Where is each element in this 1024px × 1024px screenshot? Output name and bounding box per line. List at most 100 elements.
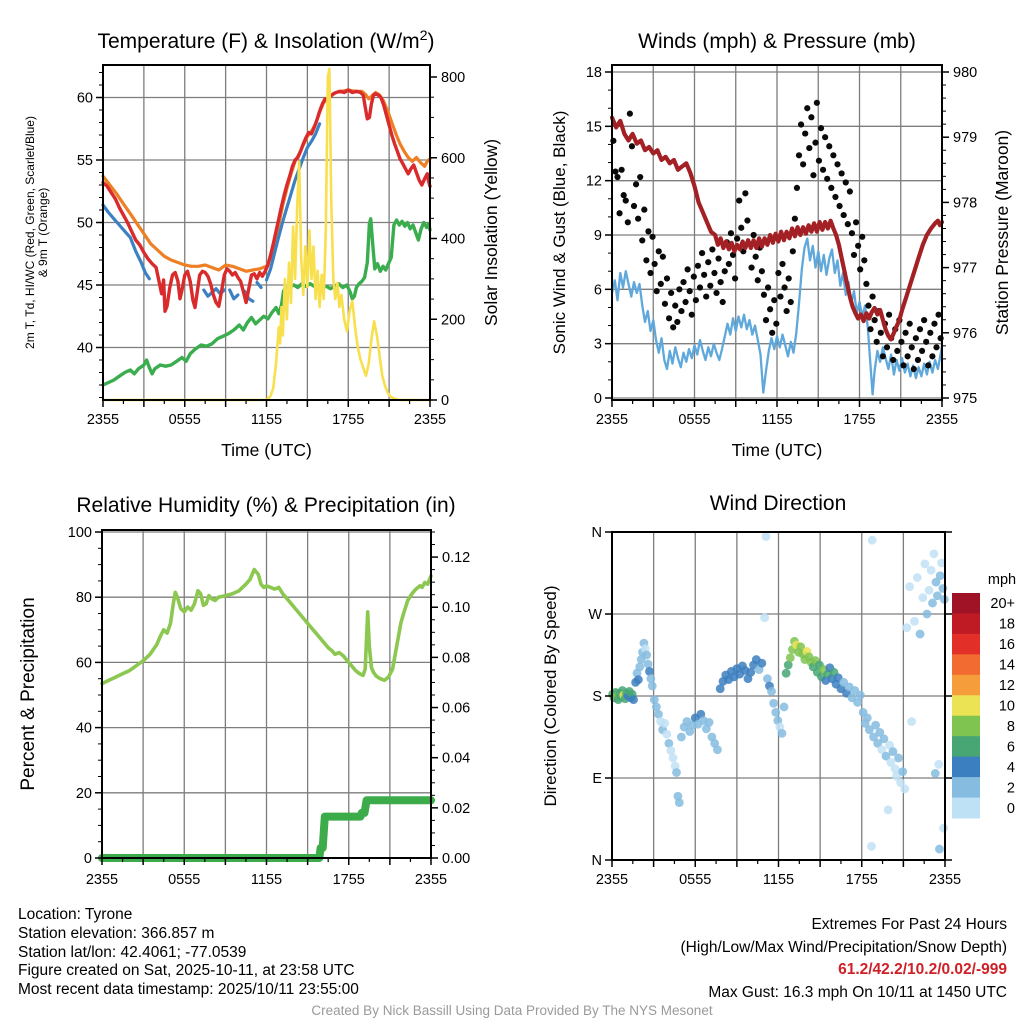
gust-dot [830, 152, 837, 159]
gust-dot [800, 161, 807, 168]
x-tick-label: 2355 [596, 412, 628, 428]
figure-created: Figure created on Sat, 2025-10-11, at 23… [18, 962, 355, 980]
gust-dot [643, 257, 650, 264]
gust-dot [622, 197, 629, 204]
gust-dot [696, 284, 704, 291]
y2-tick-label: 0.08 [442, 650, 470, 666]
wind-direction-dot [647, 681, 657, 691]
temperature-insolation-panel: 2355 0555 1155 1755 2355 40 45 50 55 60 0 200 400 600… [0, 0, 512, 475]
gust-dot [645, 228, 652, 235]
gust-dot [906, 320, 913, 327]
gust-dot [836, 202, 843, 210]
gust-dot [813, 99, 820, 106]
wind-direction-dot [898, 767, 908, 777]
wind-direction-dot [928, 598, 937, 608]
gust-dot [715, 255, 722, 262]
gust-dot [783, 307, 790, 315]
series-wind-chill-blue- [101, 122, 322, 303]
colorbar-cell [952, 695, 980, 717]
y-tick-label: 100 [68, 525, 92, 541]
series-sonic-wind-blue- [610, 237, 944, 396]
wind-direction-dot [867, 535, 877, 545]
wind-direction-dot [761, 532, 771, 541]
gust-dot [620, 192, 627, 199]
colorbar-tick-label: 10 [999, 699, 1015, 715]
gust-dot [787, 298, 794, 306]
wind-direction-dot [769, 698, 779, 708]
wind-direction-dot [930, 769, 940, 778]
colorbar-cell [952, 593, 980, 614]
wind-direction-dot [760, 613, 770, 623]
y2-tick-label: 980 [953, 65, 977, 81]
gust-dot [898, 338, 905, 345]
gust-dot [769, 329, 776, 336]
y-tick-label: 0 [594, 391, 602, 407]
gust-dot [694, 262, 702, 269]
x-tick-label: 2355 [926, 412, 958, 428]
y2-tick-label: 0.04 [442, 751, 470, 767]
wind-direction-dot [713, 745, 722, 755]
station-info: Location: Tyrone Station elevation: 366.… [18, 906, 359, 1000]
y-tick-label: 40 [77, 341, 93, 357]
x-tick-label: 1755 [843, 412, 875, 428]
gust-dot [614, 173, 621, 181]
colorbar-cell [952, 715, 980, 737]
y-tick-label: 40 [76, 721, 92, 737]
wind-direction-dot [912, 573, 922, 582]
y2-tick-label: 978 [953, 195, 977, 211]
gust-dot [736, 197, 743, 204]
wind-direction-dot [890, 764, 900, 774]
gust-dot [626, 110, 633, 117]
wind-direction-dot [910, 616, 919, 626]
wind-direction-dot [871, 720, 881, 730]
gust-dot [826, 143, 833, 150]
y2-tick-label: 0.10 [442, 600, 470, 616]
gust-dot [674, 318, 681, 326]
wind-direction-dot [781, 668, 791, 678]
gust-dot [804, 105, 811, 112]
gust-dot [686, 288, 693, 295]
wind-direction-dot [796, 642, 806, 652]
gust-dot [848, 230, 856, 237]
gust-dot [793, 184, 801, 192]
wind-direction-dot [649, 695, 659, 705]
gust-dot [815, 157, 823, 164]
gust-dot [890, 356, 897, 364]
gust-dot [842, 179, 849, 186]
colorbar-cell [952, 613, 980, 635]
colorbar-cell [952, 633, 980, 655]
gust-dot [678, 307, 685, 315]
y2-tick-label: 600 [441, 151, 465, 167]
y2-tick-label: 976 [953, 326, 977, 342]
wind-direction-dot [779, 702, 789, 712]
series-2m-temperature-red- [101, 88, 432, 313]
wind-direction-dot [674, 798, 684, 807]
y-tick-label: 15 [586, 119, 602, 135]
gust-dot [935, 311, 942, 318]
gust-dot [713, 289, 720, 297]
station-latlon: Station lat/lon: 42.4061; -77.0539 [18, 943, 247, 961]
wind-direction-dot [642, 650, 652, 660]
wind-direction-dot [929, 549, 939, 559]
y2-axis-label: Solar Insolation (Yellow) [481, 139, 501, 326]
x-tick-label: 2355 [929, 872, 961, 888]
gust-dot [682, 298, 689, 306]
gust-dot [655, 248, 662, 255]
gust-dot [808, 114, 815, 121]
gust-dot [838, 170, 845, 177]
y2-tick-label: 0.00 [442, 851, 470, 867]
gust-dot [879, 353, 886, 360]
gust-dot [824, 175, 831, 182]
y-tick-label: 60 [76, 655, 92, 671]
gust-dot [904, 353, 911, 360]
y2-tick-label: 979 [953, 130, 977, 146]
colorbar-tick-label: 2 [1007, 780, 1015, 796]
y-tick-label: N [592, 525, 602, 541]
wind-direction-panel: 2355 0555 1155 1755 2355 N W S E N Wind Direction D… [512, 470, 1024, 905]
wind-direction-dot [715, 684, 725, 694]
gust-dot [742, 190, 749, 197]
gust-dot [832, 193, 839, 201]
gust-dot [795, 152, 803, 159]
wind-direction-dot [777, 728, 787, 738]
x-tick-label: 2355 [414, 412, 446, 428]
